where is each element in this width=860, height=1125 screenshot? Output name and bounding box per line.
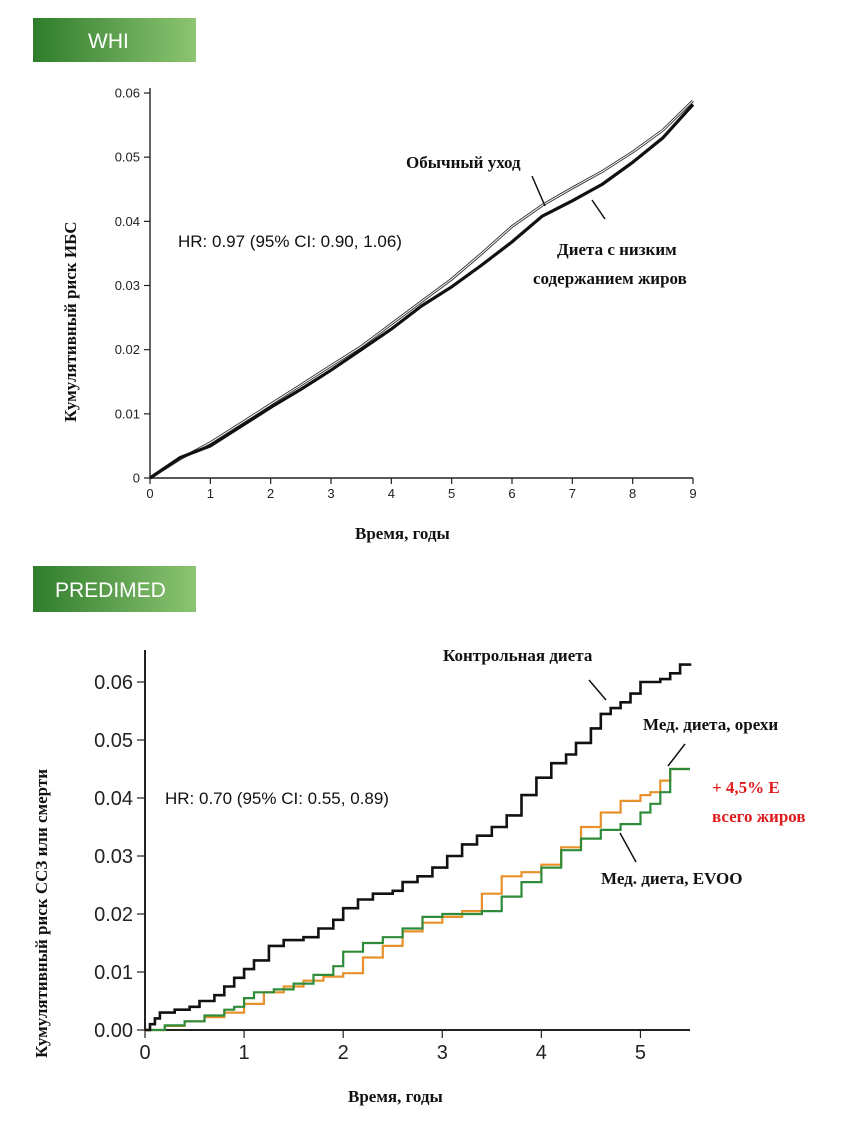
predimed-y-tick-label: 0.03 <box>94 846 133 868</box>
whi-x-tick-label: 4 <box>388 486 395 501</box>
whi-ylabel: Кумулятивный риск ИБС <box>61 222 80 422</box>
predimed-label-nuts: Мед. диета, орехи <box>643 715 778 734</box>
predimed-label-evoo: Мед. диета, EVOO <box>601 869 742 888</box>
whi-label-usual-care: Обычный уход <box>406 153 521 172</box>
predimed-y-tick-label: 0.00 <box>94 1020 133 1042</box>
whi-label-lowfat-1: Диета с низким <box>557 240 677 259</box>
predimed-pointer-nuts <box>667 743 686 767</box>
whi-x-tick-label: 0 <box>146 486 153 501</box>
predimed-y-tick-label: 0.04 <box>94 788 133 810</box>
whi-xlabel: Время, годы <box>355 524 450 543</box>
predimed-ylabel: Кумулятивный риск ССЗ или смерти <box>32 769 51 1058</box>
whi-pointer-usual-care <box>531 175 546 207</box>
whi-x-tick-label: 2 <box>267 486 274 501</box>
whi-x-tick-label: 9 <box>689 486 696 501</box>
predimed-series-control-line <box>145 663 692 1032</box>
predimed-series-evoo-line <box>145 767 690 1032</box>
whi-banner <box>33 18 196 62</box>
predimed-y-tick-label: 0.05 <box>94 730 133 752</box>
predimed-x-tick-label: 4 <box>536 1042 547 1064</box>
predimed-red-note-1: + 4,5% E <box>712 778 780 797</box>
predimed-y-tick-label: 0.01 <box>94 962 133 984</box>
predimed-pointer-evoo <box>619 832 637 863</box>
whi-x-tick-label: 8 <box>629 486 636 501</box>
predimed-axes: 0 1 2 3 4 5 0.00 0.01 0.02 0.03 0.04 0.05 0.06 <box>94 650 690 1064</box>
predimed-panel: PREDIMED 0 1 2 3 4 50.000.010.020.030.040.050… <box>32 566 806 1106</box>
predimed-label-control: Контрольная диета <box>443 646 593 665</box>
whi-x-tick-label: 1 <box>207 486 214 501</box>
predimed-x-tick-label: 0 <box>139 1042 150 1064</box>
whi-series-group <box>149 99 695 480</box>
whi-series-low-fat-line <box>149 103 695 480</box>
whi-axes: 0 1 2 3 4 5 6 7 8 9 0 0.01 0.02 0.03 0.04 0.05 0.06 <box>115 86 697 501</box>
predimed-x-tick-label: 3 <box>437 1042 448 1064</box>
predimed-y-tick-label: 0.02 <box>94 904 133 926</box>
whi-series-usual-care-inner <box>149 100 694 479</box>
whi-pointer-lowfat <box>591 199 606 220</box>
whi-y-tick-label: 0.04 <box>115 214 140 229</box>
predimed-y-tick-label: 0.06 <box>94 672 133 694</box>
whi-hr-text: HR: 0.97 (95% CI: 0.90, 1.06) <box>178 232 402 251</box>
predimed-x-tick-label: 1 <box>239 1042 250 1064</box>
predimed-red-note-2: всего жиров <box>712 807 806 826</box>
predimed-pointer-control <box>588 679 607 701</box>
predimed-series-nuts-line <box>145 767 690 1032</box>
predimed-xlabel: Время, годы <box>348 1087 443 1106</box>
whi-x-tick-label: 7 <box>569 486 576 501</box>
predimed-banner-label: PREDIMED <box>55 579 166 602</box>
predimed-banner <box>33 566 196 612</box>
whi-x-tick-label: 3 <box>327 486 334 501</box>
predimed-series-group <box>145 663 692 1032</box>
whi-y-tick-label: 0.03 <box>115 278 140 293</box>
whi-panel: WHI 0 1 2 3 4 5 6 7 8 900.010.020.030.040.050.06 … <box>33 18 697 543</box>
whi-y-tick-label: 0.06 <box>115 86 140 101</box>
whi-y-tick-label: 0 <box>133 471 140 486</box>
predimed-x-tick-label: 2 <box>338 1042 349 1064</box>
whi-y-tick-label: 0.02 <box>115 342 140 357</box>
whi-banner-label: WHI <box>88 30 129 53</box>
predimed-hr-text: HR: 0.70 (95% CI: 0.55, 0.89) <box>165 789 389 808</box>
whi-y-tick-label: 0.05 <box>115 150 140 165</box>
whi-y-tick-label: 0.01 <box>115 406 140 421</box>
whi-x-tick-label: 6 <box>508 486 515 501</box>
whi-x-tick-label: 5 <box>448 486 455 501</box>
whi-label-lowfat-2: содержанием жиров <box>533 269 687 288</box>
predimed-x-tick-label: 5 <box>635 1042 646 1064</box>
